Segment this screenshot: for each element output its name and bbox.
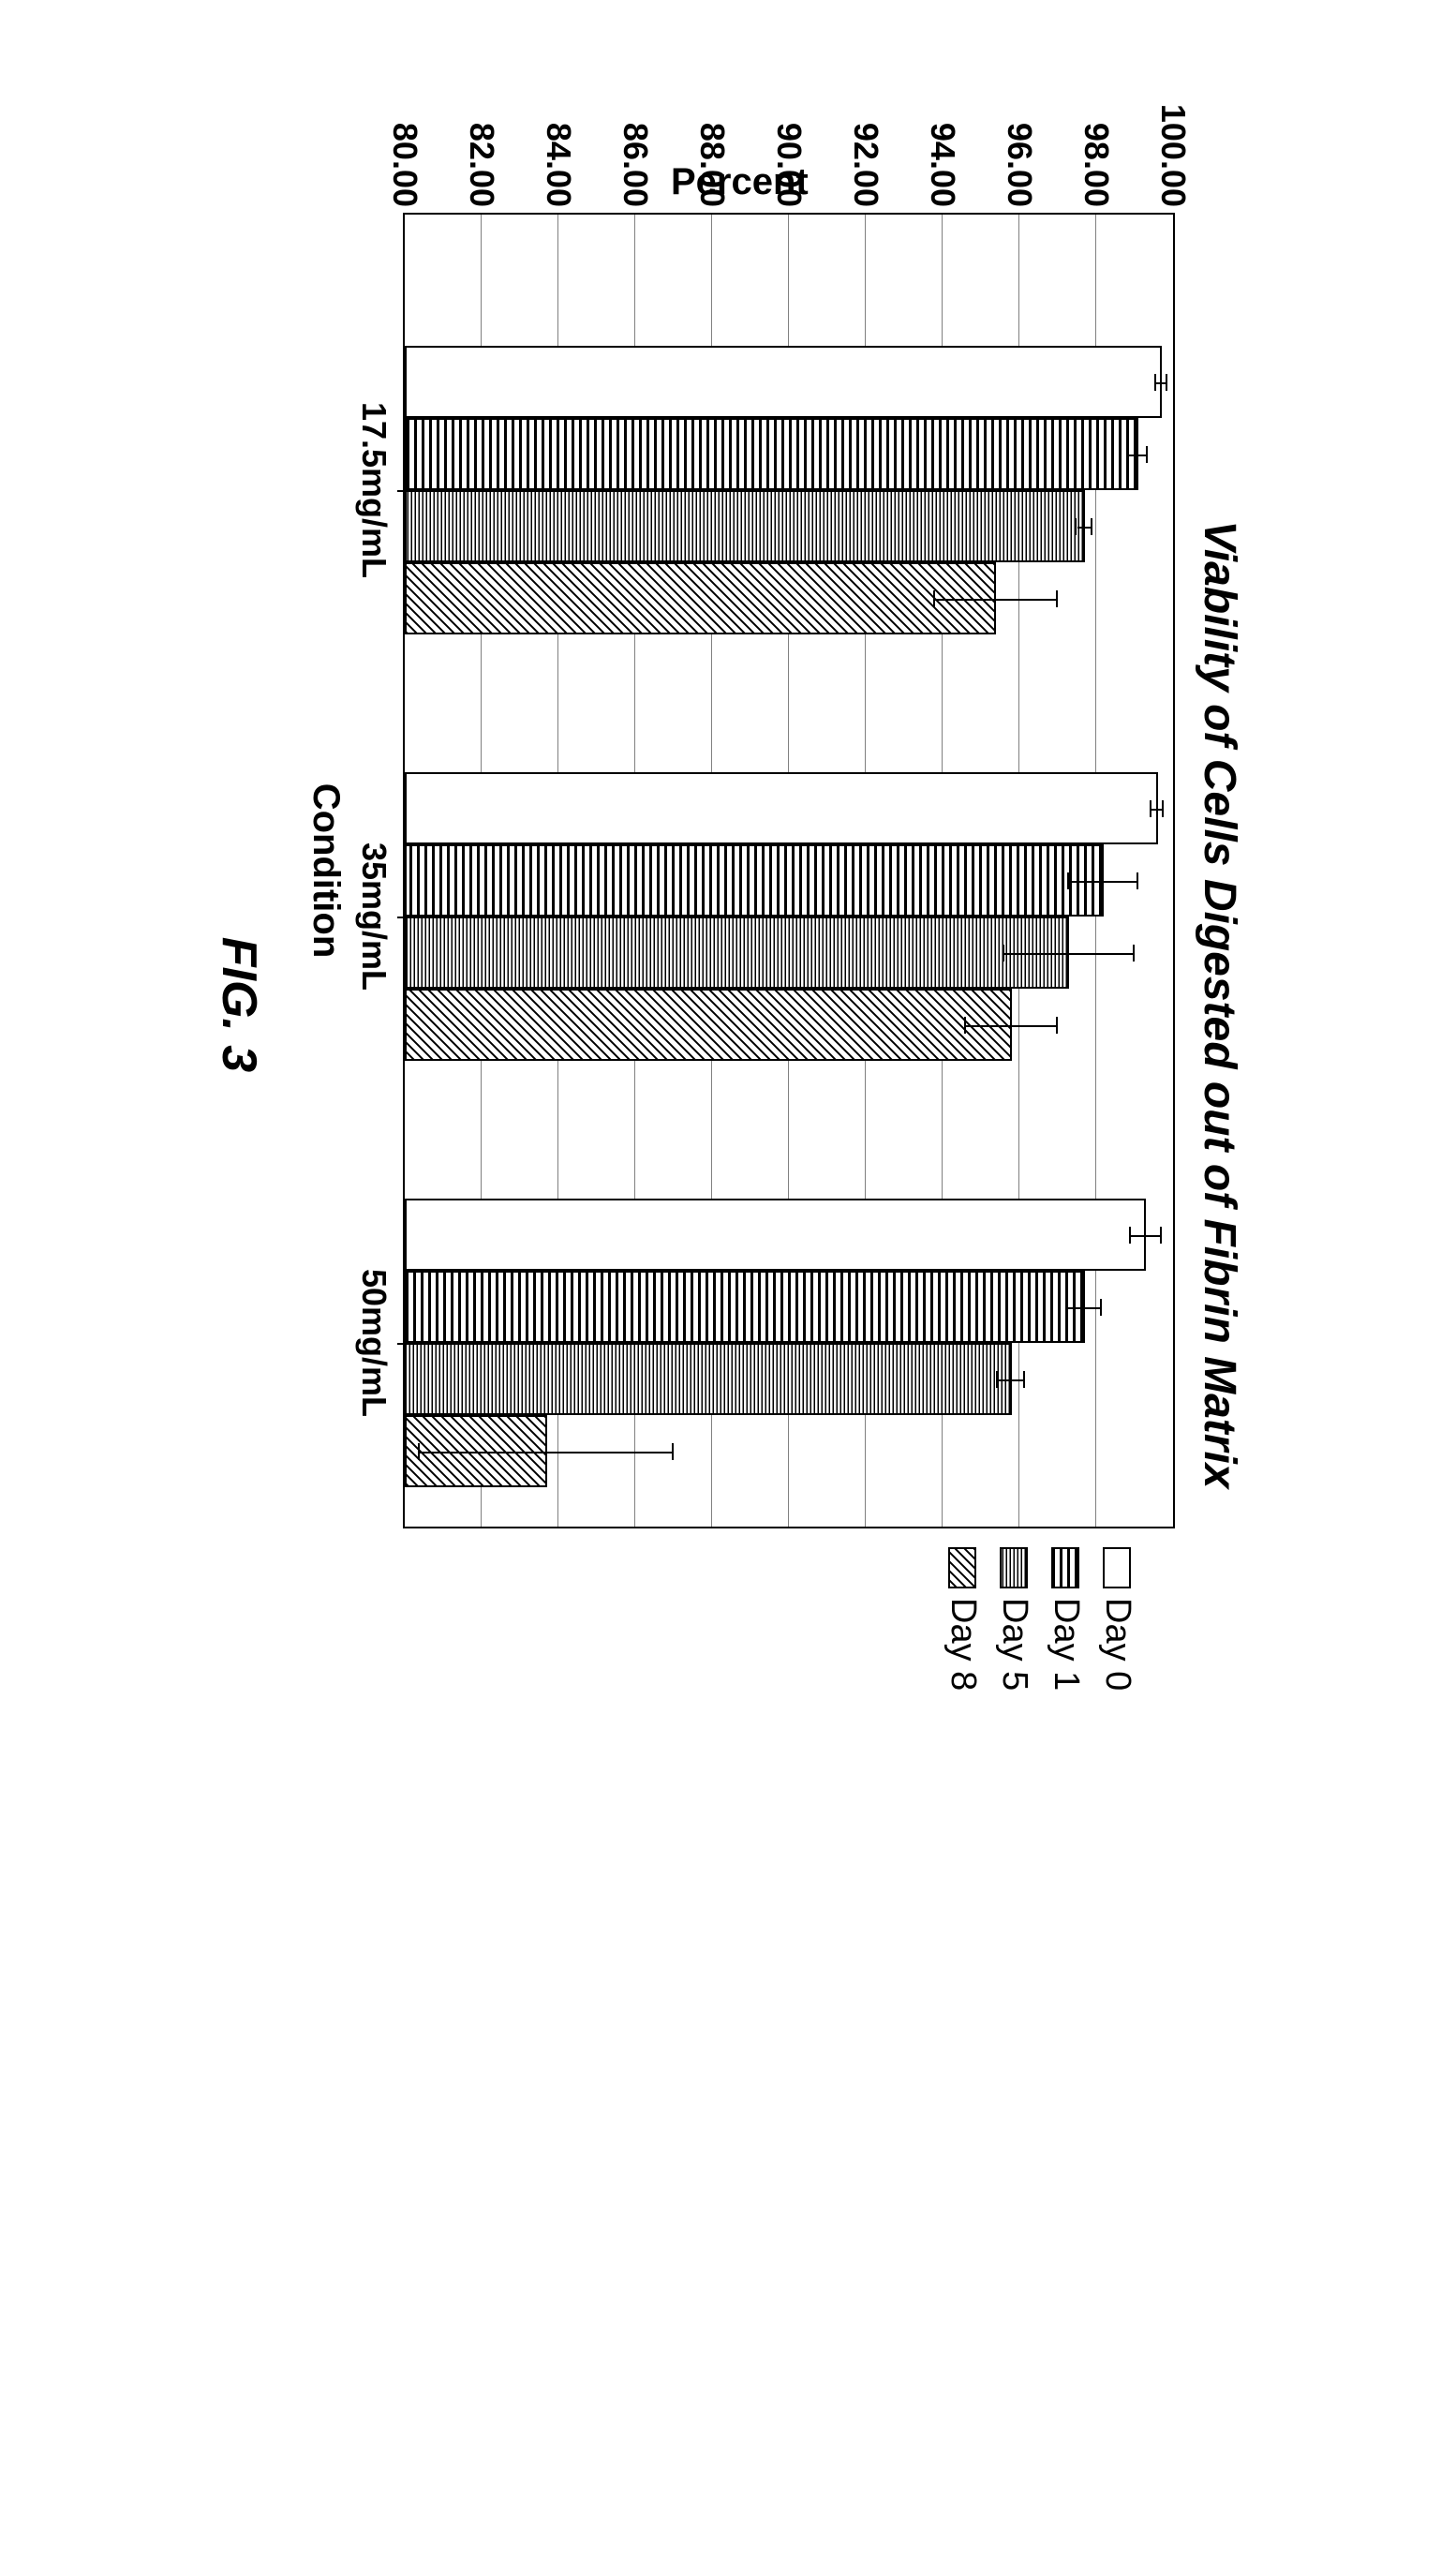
legend-item: Day 5 bbox=[994, 1547, 1034, 1691]
plot-column: 80.0082.0084.0086.0088.0090.0092.0094.00… bbox=[305, 213, 1175, 1528]
legend-label: Day 5 bbox=[994, 1598, 1034, 1691]
y-tick-label: 100.00 bbox=[1153, 104, 1193, 215]
bar bbox=[405, 1343, 1012, 1415]
y-tick-label: 94.00 bbox=[923, 123, 962, 215]
bar bbox=[405, 989, 1012, 1061]
legend-swatch bbox=[1001, 1547, 1029, 1588]
x-axis-label: Condition bbox=[305, 213, 347, 1528]
plot-with-legend: 80.0082.0084.0086.0088.0090.0092.0094.00… bbox=[305, 213, 1175, 1691]
chart-body: Percent 80.0082.0084.0086.0088.0090.0092… bbox=[305, 161, 1175, 1848]
y-tick-label: 92.00 bbox=[846, 123, 885, 215]
legend: Day 0 Day 1 Day 5 Day 8 bbox=[931, 1547, 1137, 1691]
figure-label: FIG. 3 bbox=[211, 161, 267, 1848]
y-tick-label: 86.00 bbox=[616, 123, 655, 215]
bar bbox=[405, 490, 1085, 562]
y-tick-label: 88.00 bbox=[692, 123, 732, 215]
legend-swatch bbox=[1052, 1547, 1080, 1588]
y-tick-label: 98.00 bbox=[1077, 123, 1116, 215]
x-tick-label: 50mg/mL bbox=[354, 1269, 405, 1417]
chart-title: Viability of Cells Digested out of Fibri… bbox=[1194, 161, 1245, 1848]
legend-label: Day 0 bbox=[1097, 1598, 1137, 1691]
bar bbox=[405, 418, 1138, 490]
bar bbox=[405, 562, 996, 634]
y-tick-label: 84.00 bbox=[539, 123, 578, 215]
bar bbox=[405, 346, 1162, 418]
legend-label: Day 1 bbox=[1046, 1598, 1086, 1691]
chart-container: Viability of Cells Digested out of Fibri… bbox=[305, 161, 1245, 1848]
x-tick-label: 35mg/mL bbox=[354, 842, 405, 991]
y-tick-label: 90.00 bbox=[769, 123, 809, 215]
plot-area: 80.0082.0084.0086.0088.0090.0092.0094.00… bbox=[403, 213, 1175, 1528]
y-axis-label: Percent bbox=[305, 161, 1175, 203]
legend-item: Day 8 bbox=[943, 1547, 983, 1691]
bar bbox=[405, 917, 1069, 989]
legend-item: Day 0 bbox=[1097, 1547, 1137, 1691]
legend-label: Day 8 bbox=[943, 1598, 983, 1691]
bar bbox=[405, 844, 1104, 917]
legend-item: Day 1 bbox=[1046, 1547, 1086, 1691]
legend-swatch bbox=[949, 1547, 977, 1588]
y-tick-label: 96.00 bbox=[1000, 123, 1039, 215]
bar bbox=[405, 1271, 1085, 1343]
y-tick-label: 80.00 bbox=[385, 123, 424, 215]
legend-swatch bbox=[1104, 1547, 1132, 1588]
bar bbox=[405, 772, 1158, 844]
figure-rotated-wrap: Viability of Cells Digested out of Fibri… bbox=[211, 161, 1245, 1848]
x-tick-label: 17.5mg/mL bbox=[354, 402, 405, 578]
y-tick-label: 82.00 bbox=[462, 123, 501, 215]
bar bbox=[405, 1199, 1146, 1271]
